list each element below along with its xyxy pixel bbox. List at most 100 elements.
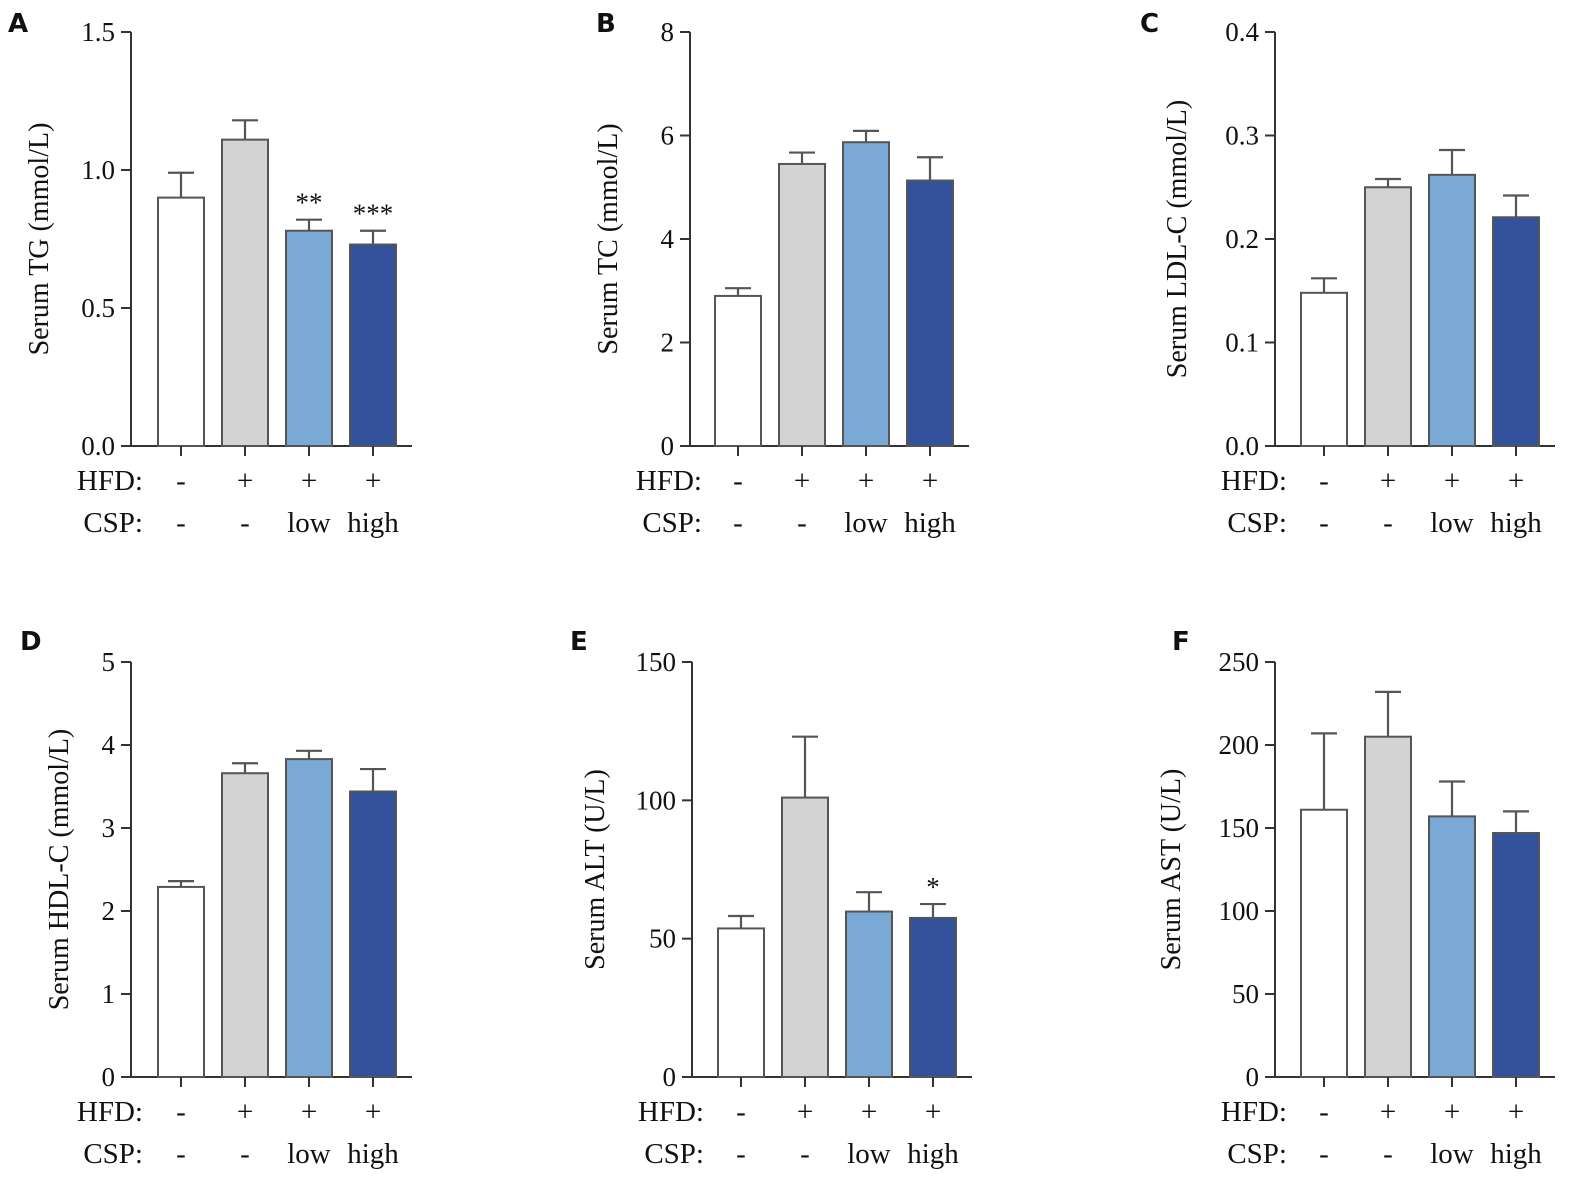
y-tick-label: 3	[102, 813, 116, 843]
bar	[781, 796, 829, 1078]
x-tick-label: high	[1490, 1138, 1542, 1170]
x-tick-label: -	[1319, 1096, 1329, 1128]
bar	[1300, 808, 1348, 1078]
row-label-csp: CSP:	[644, 1138, 704, 1170]
bar	[778, 162, 826, 447]
y-tick-label: 0.2	[1225, 224, 1259, 254]
row-label-csp: CSP:	[83, 1138, 143, 1170]
x-tick-label: -	[176, 1138, 186, 1170]
row-label-hfd: HFD:	[1221, 465, 1287, 497]
significance-label: *	[926, 872, 940, 902]
row-label-csp: CSP:	[83, 507, 143, 539]
y-tick-label: 1	[102, 979, 116, 1009]
x-tick-label: high	[1490, 507, 1542, 539]
row-label-hfd: HFD:	[77, 465, 143, 497]
x-tick-label: -	[176, 465, 186, 497]
x-tick-label: +	[1508, 465, 1524, 497]
x-tick-label: low	[287, 507, 331, 539]
y-tick-label: 0	[661, 431, 675, 461]
x-tick-label: low	[1430, 507, 1474, 539]
x-tick-label: -	[800, 1138, 810, 1170]
x-tick-label: -	[176, 1096, 186, 1128]
x-tick-label: +	[925, 1096, 941, 1128]
x-tick-label: -	[797, 507, 807, 539]
bar	[285, 229, 333, 447]
y-tick-label: 0.3	[1225, 121, 1259, 151]
panel-letter: C	[1140, 9, 1159, 39]
row-label-hfd: HFD:	[636, 465, 702, 497]
y-tick-label: 4	[102, 730, 116, 760]
x-tick-label: +	[1380, 465, 1396, 497]
row-label-csp: CSP:	[1227, 507, 1287, 539]
x-tick-label: +	[1380, 1096, 1396, 1128]
y-tick-label: 0.0	[81, 431, 115, 461]
bar	[906, 179, 954, 448]
x-tick-label: high	[347, 507, 399, 539]
x-tick-label: +	[301, 465, 317, 497]
x-tick-label: low	[844, 507, 888, 539]
y-tick-label: 0.4	[1225, 17, 1259, 47]
y-tick-label: 0	[663, 1062, 677, 1092]
y-tick-label: 0	[1246, 1062, 1260, 1092]
x-tick-label: +	[861, 1096, 877, 1128]
x-tick-label: -	[240, 1138, 250, 1170]
x-tick-label: -	[240, 507, 250, 539]
x-tick-label: -	[736, 1138, 746, 1170]
y-tick-label: 2	[661, 328, 675, 358]
bar	[221, 772, 269, 1078]
bar	[1428, 815, 1476, 1078]
x-tick-label: +	[797, 1096, 813, 1128]
y-tick-label: 1.5	[81, 17, 115, 47]
row-label-csp: CSP:	[642, 507, 702, 539]
y-tick-label: 150	[1219, 813, 1260, 843]
bar	[349, 243, 397, 447]
y-tick-label: 6	[661, 121, 675, 151]
bar	[714, 294, 762, 447]
y-tick-label: 50	[1232, 979, 1259, 1009]
y-axis-title: Serum HDL-C (mmol/L)	[44, 729, 75, 1011]
x-tick-label: high	[904, 507, 956, 539]
x-tick-label: -	[1319, 465, 1329, 497]
x-tick-label: -	[733, 507, 743, 539]
y-tick-label: 0.5	[81, 293, 115, 323]
row-label-hfd: HFD:	[638, 1096, 704, 1128]
row-label-hfd: HFD:	[1221, 1096, 1287, 1128]
bar	[1492, 831, 1540, 1078]
x-tick-label: +	[365, 465, 381, 497]
y-axis-title: Serum LDL-C (mmol/L)	[1162, 100, 1193, 378]
bar	[909, 916, 957, 1079]
x-tick-label: -	[1383, 507, 1393, 539]
y-tick-label: 250	[1219, 647, 1260, 677]
x-tick-label: +	[1444, 465, 1460, 497]
bar	[717, 927, 765, 1078]
x-tick-label: high	[907, 1138, 959, 1170]
y-tick-label: 150	[636, 647, 677, 677]
bar	[349, 790, 397, 1078]
y-tick-label: 1.0	[81, 155, 115, 185]
x-tick-label: low	[1430, 1138, 1474, 1170]
bar	[1428, 173, 1476, 448]
bar	[285, 758, 333, 1078]
panel-letter: E	[570, 627, 588, 657]
x-tick-label: -	[1319, 507, 1329, 539]
y-tick-label: 5	[102, 647, 116, 677]
x-tick-label: low	[287, 1138, 331, 1170]
significance-label: **	[296, 188, 323, 218]
y-axis-title: Serum TG (mmol/L)	[24, 123, 55, 356]
panel-letter: A	[8, 9, 28, 39]
y-tick-label: 0.0	[1225, 431, 1259, 461]
x-tick-label: -	[1319, 1138, 1329, 1170]
x-tick-label: +	[1444, 1096, 1460, 1128]
bar	[157, 196, 205, 447]
y-axis-title: Serum TC (mmol/L)	[593, 123, 624, 354]
x-tick-label: -	[733, 465, 743, 497]
y-tick-label: 0.1	[1225, 328, 1259, 358]
y-tick-label: 8	[661, 17, 675, 47]
x-tick-label: -	[1383, 1138, 1393, 1170]
x-tick-label: +	[858, 465, 874, 497]
y-tick-label: 50	[649, 924, 676, 954]
bar	[1364, 186, 1412, 447]
